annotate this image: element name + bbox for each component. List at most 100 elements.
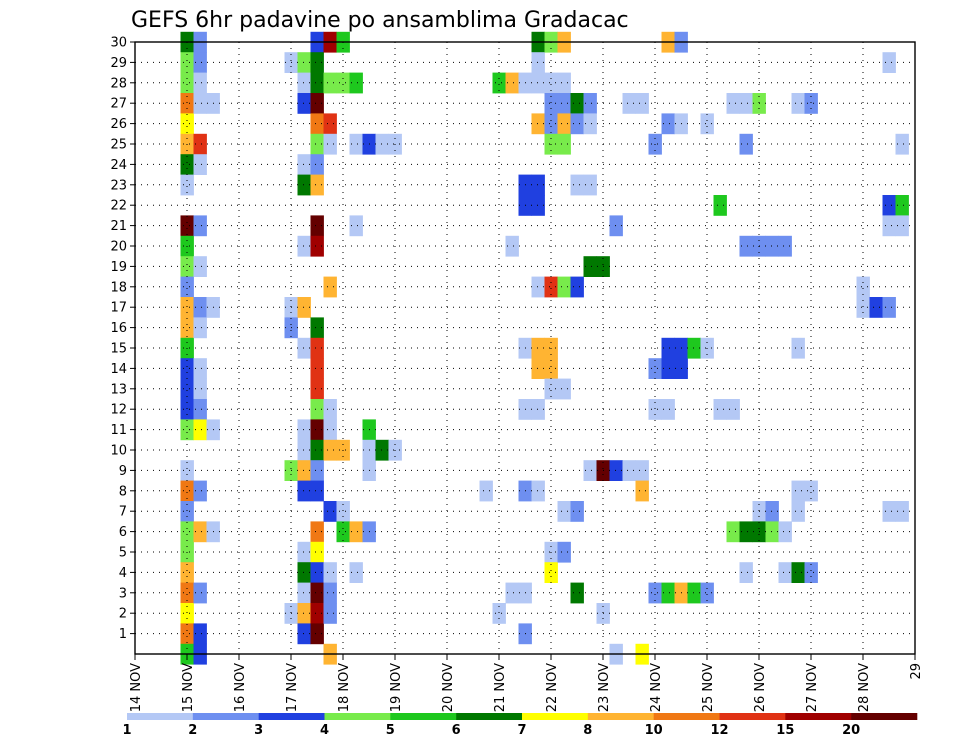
heatmap-cell [297, 480, 311, 502]
heatmap-cell [544, 93, 558, 114]
heatmap-cell [557, 276, 571, 298]
heatmap-cell [375, 133, 389, 155]
heatmap-cell [297, 582, 311, 604]
heatmap-cell [297, 174, 311, 196]
heatmap-cell [570, 582, 584, 604]
heatmap-cell [310, 215, 324, 237]
heatmap-cell [310, 133, 324, 155]
colorbar-swatch [192, 713, 259, 720]
heatmap-cell [544, 358, 558, 379]
heatmap-cell [804, 93, 818, 114]
heatmap-cell [310, 419, 324, 441]
heatmap-cell [310, 52, 324, 73]
heatmap-cell [570, 501, 584, 522]
y-tick-label: 6 [119, 525, 127, 540]
heatmap-cell [193, 93, 207, 114]
heatmap-cell [492, 72, 506, 94]
heatmap-cell [310, 480, 324, 502]
heatmap-cell [193, 52, 207, 73]
heatmap-cell [882, 195, 896, 216]
heatmap-cell [323, 419, 337, 441]
heatmap-cell [310, 399, 324, 420]
chart-title: GEFS 6hr padavine po ansamblima Gradacac [131, 8, 629, 33]
colorbar-label: 6 [452, 723, 461, 738]
heatmap-cell [297, 439, 311, 461]
heatmap-cell [193, 358, 207, 379]
x-tick-label: 17 NOV [285, 663, 300, 712]
heatmap-cell [531, 195, 545, 216]
heatmap-cell [180, 460, 194, 481]
heatmap-cell [557, 93, 571, 114]
heatmap-cell [882, 297, 896, 318]
heatmap-cell [297, 72, 311, 94]
heatmap-cell [713, 195, 727, 216]
heatmap-cell [557, 501, 571, 522]
heatmap-cell [310, 337, 324, 359]
heatmap-cell [323, 501, 337, 522]
heatmap-cell [193, 399, 207, 420]
heatmap-cell [882, 52, 896, 73]
heatmap-cell [791, 337, 805, 359]
x-axis-ticks: 14 NOV 15 NOV 16 NOV 17 NOV 18 NOV 19 NOV 20 N… [129, 654, 924, 712]
heatmap-cell [193, 256, 207, 277]
y-tick-label: 16 [110, 321, 127, 336]
heatmap-cell [297, 297, 311, 318]
heatmap-cell [570, 113, 584, 135]
heatmap-cell [180, 623, 194, 645]
heatmap-cell [297, 541, 311, 563]
heatmap-cell [349, 72, 363, 94]
heatmap-cell [479, 480, 493, 502]
heatmap-cell [882, 215, 896, 237]
colorbar-legend: 1 2 3 4 5 6 7 8 10 12 15 20 [122, 713, 918, 738]
x-tick-label: 24 NOV [649, 663, 664, 712]
heatmap-cell [531, 358, 545, 379]
colorbar-swatch [851, 713, 918, 720]
heatmap-cell [180, 582, 194, 604]
heatmap-cell [648, 358, 662, 379]
x-tick-label: 27 NOV [805, 663, 820, 712]
heatmap-cell [661, 113, 675, 135]
colorbar-swatch [587, 713, 654, 720]
y-tick-label: 12 [110, 403, 127, 418]
heatmap-cell [895, 195, 909, 216]
colorbar-swatch [390, 713, 457, 720]
heatmap-cell [323, 72, 337, 94]
heatmap-cell [323, 399, 337, 420]
heatmap-cell [791, 93, 805, 114]
heatmap-cell [583, 460, 597, 481]
grid-lines [135, 42, 915, 654]
y-tick-label: 21 [110, 219, 127, 234]
y-tick-label: 13 [110, 382, 127, 397]
heatmap-cell [193, 154, 207, 175]
heatmap-cell [323, 113, 337, 135]
heatmap-cell [310, 439, 324, 461]
heatmap-cell [739, 93, 753, 114]
heatmap-cell [323, 439, 337, 461]
heatmap-cell [739, 235, 753, 257]
heatmap-cell [180, 276, 194, 298]
x-tick-label: 22 NOV [545, 663, 560, 712]
heatmap-cell [180, 521, 194, 543]
heatmap-cell [804, 562, 818, 583]
heatmap-cell [323, 603, 337, 624]
heatmap-cell [193, 297, 207, 318]
x-tick-label: 25 NOV [701, 663, 716, 712]
heatmap-cell [375, 439, 389, 461]
y-tick-label: 23 [110, 178, 127, 193]
heatmap-cell [193, 521, 207, 543]
heatmap-cell [310, 358, 324, 379]
y-tick-label: 24 [110, 158, 127, 173]
heatmap-cell [622, 93, 636, 114]
x-tick-label: 29 [909, 663, 924, 680]
heatmap-cell [323, 582, 337, 604]
heatmap-cell [778, 521, 792, 543]
heatmap-cell [297, 337, 311, 359]
heatmap-cell [622, 460, 636, 481]
heatmap-cell [583, 113, 597, 135]
heatmap-cell [531, 174, 545, 196]
heatmap-cell [869, 297, 883, 318]
heatmap-cell [531, 72, 545, 94]
x-tick-label: 21 NOV [493, 663, 508, 712]
y-tick-label: 15 [110, 342, 127, 357]
heatmap-cell [193, 480, 207, 502]
